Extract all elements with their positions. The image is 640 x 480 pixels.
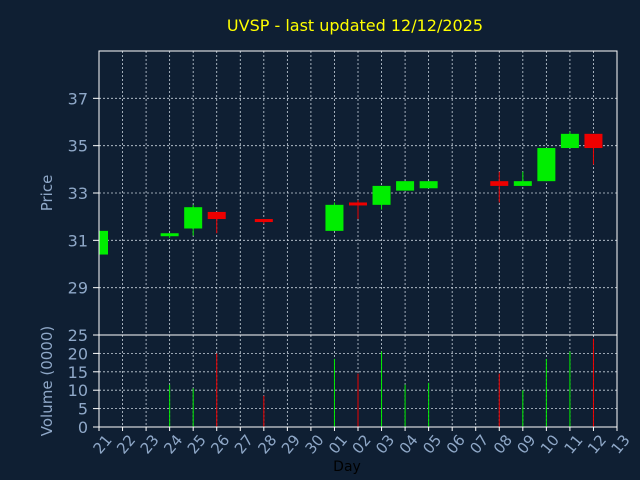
price-candles	[98, 131, 603, 255]
candle-body	[207, 211, 226, 220]
volume-bars	[169, 338, 594, 427]
volume-tick-label: 5	[78, 400, 88, 419]
day-tick-label: 05	[419, 431, 445, 457]
day-tick-label: 28	[254, 431, 280, 457]
day-tick-label: 09	[513, 431, 539, 457]
day-tick-label: 27	[231, 431, 257, 457]
candle-body	[99, 230, 108, 255]
day-tick-label: 01	[325, 431, 351, 457]
day-axis-label: Day	[333, 459, 361, 475]
volume-tick-label: 10	[68, 381, 88, 400]
candle-body	[184, 207, 203, 229]
candle-body	[160, 233, 179, 237]
day-tick-label: 11	[560, 431, 586, 457]
day-tick-label: 26	[207, 431, 233, 457]
day-tick-label: 07	[466, 431, 492, 457]
price-axis-ticks: 29 31 33 35 37	[68, 89, 99, 298]
price-tick-label: 35	[68, 137, 88, 156]
day-tick-label: 02	[349, 431, 375, 457]
day-tick-label: 06	[443, 431, 469, 457]
price-tick-label: 29	[68, 279, 88, 298]
price-tick-label: 33	[68, 184, 88, 203]
day-tick-label: 13	[608, 431, 634, 457]
day-tick-label: 29	[278, 431, 304, 457]
candle-body	[584, 133, 603, 149]
price-tick-label: 37	[68, 89, 88, 108]
candle-body	[372, 185, 391, 205]
chart-title: UVSP - last updated 12/12/2025	[227, 16, 483, 35]
volume-tick-label: 25	[68, 326, 88, 345]
candle-body	[396, 181, 415, 191]
price-grid	[99, 51, 617, 335]
day-tick-label: 23	[137, 431, 163, 457]
candle-body	[537, 148, 556, 182]
volume-tick-label: 0	[78, 418, 88, 437]
price-tick-label: 31	[68, 231, 88, 250]
candle-body	[513, 181, 532, 186]
candle-body	[560, 133, 579, 149]
volume-tick-label: 15	[68, 363, 88, 382]
day-axis-ticks: 2122232425262728293001020304050607080910…	[90, 427, 634, 457]
volume-tick-label: 20	[68, 344, 88, 363]
day-tick-label: 10	[537, 431, 563, 457]
price-axis-label: Price	[38, 175, 56, 212]
day-tick-label: 25	[184, 431, 210, 457]
volume-axis-label: Volume (0000)	[38, 326, 56, 436]
candle-body	[490, 181, 509, 186]
day-tick-label: 24	[160, 431, 186, 457]
candle-body	[254, 219, 273, 223]
day-tick-label: 08	[490, 431, 516, 457]
candle-body	[419, 181, 438, 189]
day-tick-label: 03	[372, 431, 398, 457]
day-tick-label: 30	[301, 431, 327, 457]
candle-body	[325, 204, 344, 231]
day-tick-label: 22	[113, 431, 139, 457]
day-tick-label: 21	[90, 431, 116, 457]
day-tick-label: 04	[396, 431, 422, 457]
candle-body	[349, 202, 367, 206]
day-tick-label: 12	[584, 431, 610, 457]
